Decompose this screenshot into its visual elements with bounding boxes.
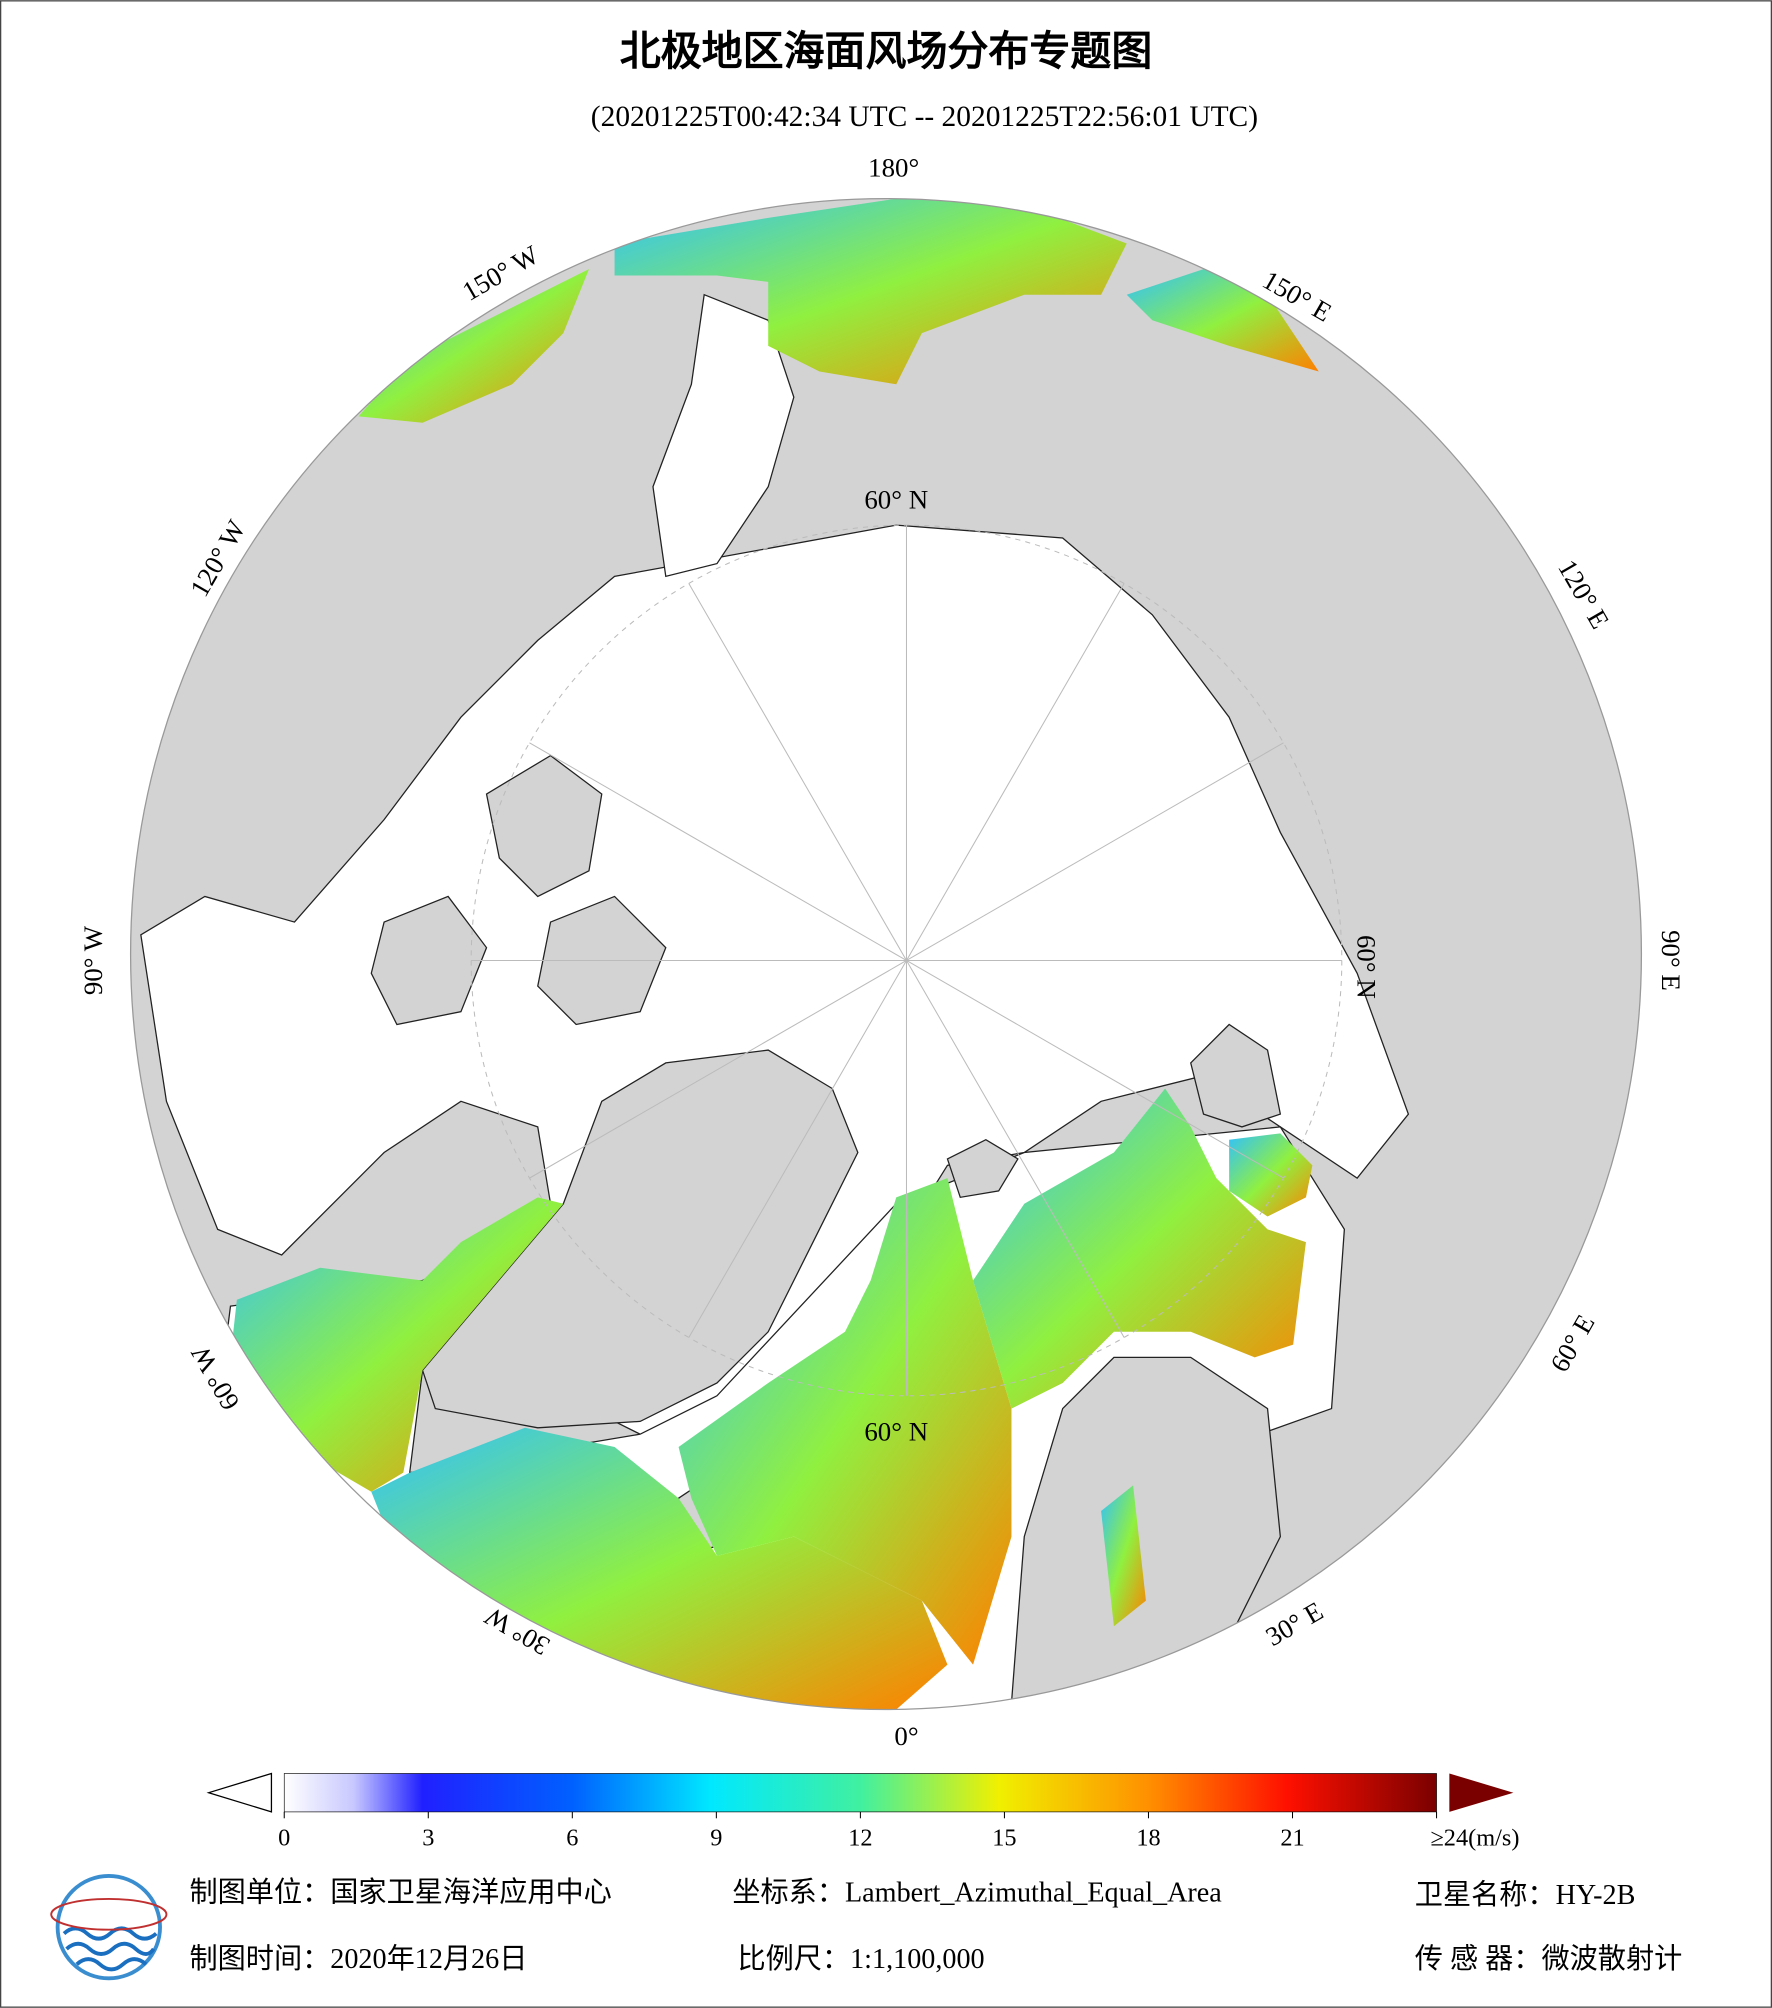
colorbar-under bbox=[206, 1772, 273, 1813]
colorbar-tick-label: 15 bbox=[992, 1825, 1016, 1852]
graticule-label: 90° W bbox=[78, 925, 108, 995]
footer-time: 制图时间：2020年12月26日 bbox=[189, 1943, 527, 1975]
colorbar-tick-label: 6 bbox=[566, 1825, 578, 1852]
colorbar-tick-label: 12 bbox=[848, 1825, 872, 1852]
archipelago bbox=[485, 754, 603, 898]
colorbar-tick-label: 9 bbox=[710, 1825, 722, 1852]
meridians bbox=[471, 525, 1342, 1396]
footer-sensor: 传 感 器：微波散射计 bbox=[1415, 1943, 1683, 1975]
footer-crs: 坐标系：Lambert_Azimuthal_Equal_Area bbox=[732, 1877, 1222, 1909]
graticule-label: 60° N bbox=[1351, 935, 1381, 999]
footer-satellite: 卫星名称：HY-2B bbox=[1415, 1879, 1636, 1911]
colorbar-tick-label: 3 bbox=[422, 1825, 434, 1852]
colorbar-over bbox=[1449, 1773, 1514, 1812]
meridian bbox=[688, 583, 907, 961]
footer-unit: 制图单位：国家卫星海洋应用中心 bbox=[189, 1877, 611, 1909]
map-title: 北极地区海面风场分布专题图 bbox=[620, 27, 1153, 75]
logo bbox=[50, 1873, 168, 1981]
meridian bbox=[906, 742, 1284, 961]
map-subtitle: (20201225T00:42:34 UTC -- 20201225T22:56… bbox=[591, 101, 1258, 133]
greenland bbox=[421, 1049, 859, 1429]
map-body bbox=[130, 198, 1642, 1710]
graticule-label: 0° bbox=[894, 1721, 918, 1751]
graticule-label: 60° N bbox=[864, 484, 928, 514]
novaya-zemlya bbox=[1190, 1023, 1282, 1128]
archipelago bbox=[370, 895, 488, 1026]
meridian bbox=[688, 960, 907, 1338]
colorbar bbox=[283, 1773, 1437, 1813]
meridian bbox=[529, 742, 907, 961]
footer-scale: 比例尺：1:1,100,000 bbox=[737, 1943, 984, 1975]
meridian bbox=[906, 583, 1125, 961]
graticule-label: 60° N bbox=[864, 1416, 928, 1446]
graticule-label: 90° E bbox=[1656, 930, 1686, 991]
colorbar-tick-label: 18 bbox=[1136, 1825, 1160, 1852]
map-border bbox=[129, 198, 1643, 1711]
meridian bbox=[529, 960, 907, 1179]
graticule-label: 180° bbox=[868, 153, 919, 183]
meridian bbox=[906, 960, 1284, 1179]
colorbar-tick-label: ≥24(m/s) bbox=[1430, 1825, 1519, 1852]
colorbar-tick-label: 21 bbox=[1280, 1825, 1304, 1852]
meridian bbox=[906, 960, 1125, 1338]
svalbard bbox=[946, 1138, 1019, 1199]
colorbar-ticks: 0 3 6 9 12 15 18 21 ≥24(m/s) bbox=[278, 1811, 1519, 1852]
colorbar-tick-label: 0 bbox=[278, 1825, 290, 1852]
